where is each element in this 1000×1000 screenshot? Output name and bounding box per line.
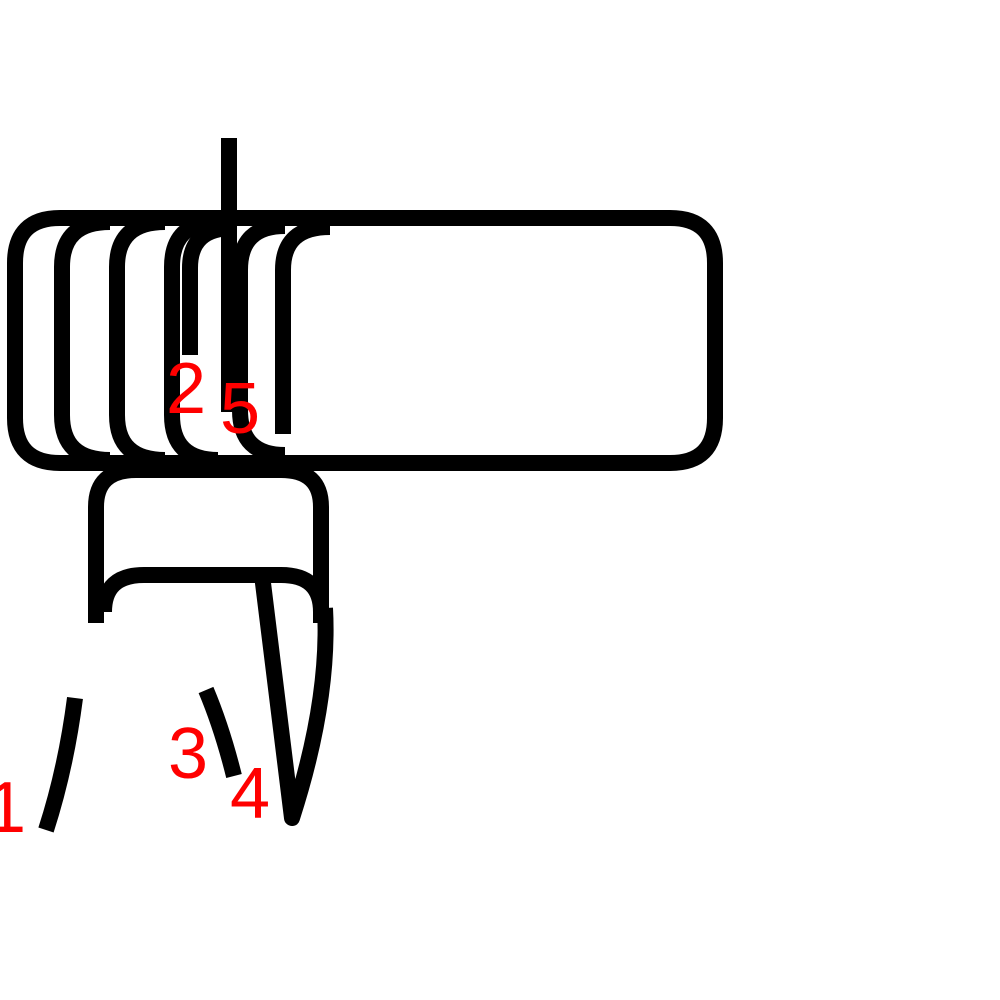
inner-arc-5	[232, 218, 286, 463]
inner-arc-2	[109, 214, 166, 468]
marker-4: 4	[230, 754, 270, 834]
marker-3: 3	[168, 714, 208, 794]
hook-blade	[254, 574, 334, 826]
inner-arc-6	[275, 219, 331, 434]
marker-1: 1	[0, 768, 26, 848]
inner-arc-1	[54, 214, 111, 468]
main-rounded-box	[7, 210, 723, 471]
marker-5: 5	[220, 369, 260, 449]
stroke-fragment-3	[198, 686, 242, 778]
lower-tab-inner	[96, 567, 329, 613]
stroke-fragment-1	[38, 696, 83, 833]
inner-arc-3	[164, 214, 219, 468]
lower-tab-outer	[88, 462, 329, 623]
marker-2: 2	[166, 349, 206, 429]
